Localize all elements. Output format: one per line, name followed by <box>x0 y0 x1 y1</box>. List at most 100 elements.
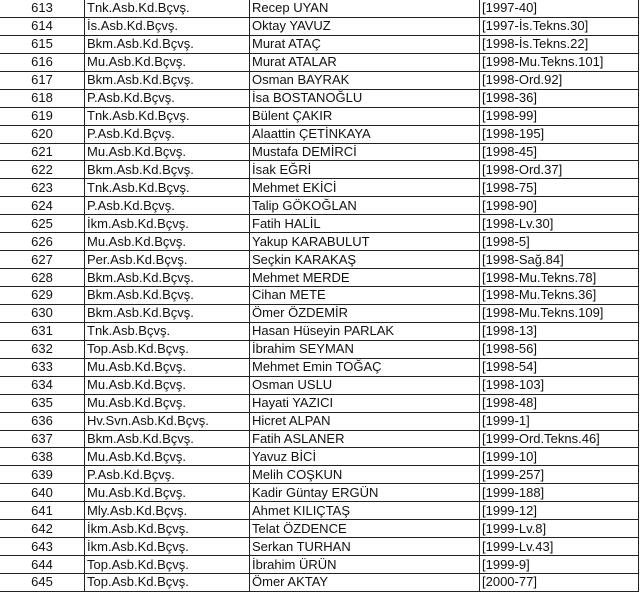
row-number-cell: 623 <box>0 178 85 198</box>
table-row: 614 İs.Asb.Kd.Bçvş. Oktay YAVUZ [1997-İs.Te… <box>0 16 639 36</box>
table-row: 615 Bkm.Asb.Kd.Bçvş. Murat ATAÇ [1998-İs.Te… <box>0 34 639 54</box>
table-row: 640 Mu.Asb.Kd.Bçvş. Kadir Güntay ERGÜN [199… <box>0 483 639 503</box>
full-name-cell: Osman USLU <box>249 375 480 395</box>
table-row: 621 Mu.Asb.Kd.Bçvş. Mustafa DEMİRCİ [1998-4… <box>0 142 639 162</box>
rank-cell: Mu.Asb.Kd.Bçvş. <box>84 142 250 162</box>
rank-cell: Mu.Asb.Kd.Bçvş. <box>84 52 250 72</box>
table-row: 634 Mu.Asb.Kd.Bçvş. Osman USLU [1998-103] <box>0 375 639 395</box>
rank-cell: Bkm.Asb.Kd.Bçvş. <box>84 429 250 449</box>
table-row: 626 Mu.Asb.Kd.Bçvş. Yakup KARABULUT [1998-5… <box>0 232 639 252</box>
row-number-cell: 642 <box>0 519 85 539</box>
table-row: 618 P.Asb.Kd.Bçvş. İsa BOSTANOĞLU [1998-36] <box>0 88 639 108</box>
class-code-cell: [1999-Lv.8] <box>479 519 639 539</box>
class-code-cell: [1998-Mu.Tekns.101] <box>479 52 639 72</box>
full-name-cell: Recep UYAN <box>249 0 480 18</box>
table-row: 622 Bkm.Asb.Kd.Bçvş. İsak EĞRİ [1998-Ord.37… <box>0 160 639 180</box>
rank-cell: Mu.Asb.Kd.Bçvş. <box>84 357 250 377</box>
rank-cell: İkm.Asb.Kd.Bçvş. <box>84 214 250 234</box>
row-number-cell: 644 <box>0 555 85 574</box>
class-code-cell: [1998-Ord.92] <box>479 70 639 90</box>
full-name-cell: Telat ÖZDENCE <box>249 519 480 539</box>
full-name-cell: İsa BOSTANOĞLU <box>249 88 480 108</box>
row-number-cell: 637 <box>0 429 85 449</box>
row-number-cell: 631 <box>0 321 85 341</box>
full-name-cell: Ömer AKTAY <box>249 573 480 592</box>
table-row: 635 Mu.Asb.Kd.Bçvş. Hayati YAZICI [1998-48] <box>0 393 639 413</box>
rank-cell: İkm.Asb.Kd.Bçvş. <box>84 519 250 539</box>
full-name-cell: Mehmet MERDE <box>249 268 480 287</box>
row-number-cell: 627 <box>0 250 85 270</box>
row-number-cell: 619 <box>0 106 85 126</box>
rank-cell: Top.Asb.Kd.Bçvş. <box>84 339 250 359</box>
class-code-cell: [1999-12] <box>479 501 639 521</box>
rank-cell: Hv.Svn.Asb.Kd.Bçvş. <box>84 411 250 431</box>
full-name-cell: Mehmet EKİCİ <box>249 178 480 198</box>
row-number-cell: 614 <box>0 16 85 36</box>
full-name-cell: Yakup KARABULUT <box>249 232 480 252</box>
full-name-cell: Cihan METE <box>249 286 480 305</box>
full-name-cell: İbrahim ÜRÜN <box>249 555 480 574</box>
table-row: 629 Bkm.Asb.Kd.Bçvş. Cihan METE [1998-Mu.Te… <box>0 286 639 305</box>
rank-cell: Per.Asb.Kd.Bçvş. <box>84 250 250 270</box>
class-code-cell: [1999-188] <box>479 483 639 503</box>
table-row: 625 İkm.Asb.Kd.Bçvş. Fatih HALİL [1998-Lv.3… <box>0 214 639 234</box>
row-number-cell: 613 <box>0 0 85 18</box>
class-code-cell: [1998-Mu.Tekns.78] <box>479 268 639 287</box>
full-name-cell: Kadir Güntay ERGÜN <box>249 483 480 503</box>
table-row: 638 Mu.Asb.Kd.Bçvş. Yavuz BİCİ [1999-10] <box>0 447 639 467</box>
full-name-cell: Yavuz BİCİ <box>249 447 480 467</box>
rank-cell: Top.Asb.Kd.Bçvş. <box>84 573 250 592</box>
rank-cell: Bkm.Asb.Kd.Bçvş. <box>84 34 250 54</box>
class-code-cell: [1998-75] <box>479 178 639 198</box>
class-code-cell: [1999-257] <box>479 465 639 485</box>
full-name-cell: Mehmet Emin TOĞAÇ <box>249 357 480 377</box>
rank-cell: P.Asb.Kd.Bçvş. <box>84 124 250 144</box>
rank-cell: Tnk.Asb.Kd.Bçvş. <box>84 178 250 198</box>
row-number-cell: 640 <box>0 483 85 503</box>
full-name-cell: Hasan Hüseyin PARLAK <box>249 321 480 341</box>
class-code-cell: [1998-54] <box>479 357 639 377</box>
full-name-cell: Talip GÖKOĞLAN <box>249 196 480 216</box>
table-row: 617 Bkm.Asb.Kd.Bçvş. Osman BAYRAK [1998-Ord… <box>0 70 639 90</box>
class-code-cell: [1998-İs.Tekns.22] <box>479 34 639 54</box>
table-row: 613 Tnk.Asb.Kd.Bçvş. Recep UYAN [1997-40] <box>0 0 639 18</box>
row-number-cell: 636 <box>0 411 85 431</box>
rank-cell: Top.Asb.Kd.Bçvş. <box>84 555 250 574</box>
row-number-cell: 628 <box>0 268 85 287</box>
table-row: 624 P.Asb.Kd.Bçvş. Talip GÖKOĞLAN [1998-90] <box>0 196 639 216</box>
rank-cell: Mly.Asb.Kd.Bçvş. <box>84 501 250 521</box>
class-code-cell: [1997-40] <box>479 0 639 18</box>
table-row: 639 P.Asb.Kd.Bçvş. Melih COŞKUN [1999-257] <box>0 465 639 485</box>
table-row: 628 Bkm.Asb.Kd.Bçvş. Mehmet MERDE [1998-Mu.… <box>0 268 639 287</box>
table-row: 632 Top.Asb.Kd.Bçvş. İbrahim SEYMAN [1998-5… <box>0 339 639 359</box>
full-name-cell: Hicret ALPAN <box>249 411 480 431</box>
class-code-cell: [1999-1] <box>479 411 639 431</box>
class-code-cell: [1998-13] <box>479 321 639 341</box>
table-row: 637 Bkm.Asb.Kd.Bçvş. Fatih ASLANER [1999-Or… <box>0 429 639 449</box>
table-row: 616 Mu.Asb.Kd.Bçvş. Murat ATALAR [1998-Mu.T… <box>0 52 639 72</box>
class-code-cell: [1998-103] <box>479 375 639 395</box>
full-name-cell: İsak EĞRİ <box>249 160 480 180</box>
table-row: 641 Mly.Asb.Kd.Bçvş. Ahmet KILIÇTAŞ [1999-1… <box>0 501 639 521</box>
rank-cell: P.Asb.Kd.Bçvş. <box>84 465 250 485</box>
class-code-cell: [1998-5] <box>479 232 639 252</box>
row-number-cell: 633 <box>0 357 85 377</box>
class-code-cell: [1998-45] <box>479 142 639 162</box>
table-row: 643 İkm.Asb.Kd.Bçvş. Serkan TURHAN [1999-Lv… <box>0 537 639 557</box>
table-row: 619 Tnk.Asb.Kd.Bçvş. Bülent ÇAKIR [1998-99] <box>0 106 639 126</box>
table-row: 631 Tnk.Asb.Bçvş. Hasan Hüseyin PARLAK [199… <box>0 321 639 341</box>
rank-cell: İs.Asb.Kd.Bçvş. <box>84 16 250 36</box>
class-code-cell: [1998-48] <box>479 393 639 413</box>
row-number-cell: 639 <box>0 465 85 485</box>
full-name-cell: Ömer ÖZDEMİR <box>249 303 480 323</box>
full-name-cell: Oktay YAVUZ <box>249 16 480 36</box>
full-name-cell: Osman BAYRAK <box>249 70 480 90</box>
rank-cell: Mu.Asb.Kd.Bçvş. <box>84 232 250 252</box>
table-row: 644 Top.Asb.Kd.Bçvş. İbrahim ÜRÜN [1999-9] <box>0 555 639 574</box>
row-number-cell: 629 <box>0 286 85 305</box>
full-name-cell: Alaattin ÇETİNKAYA <box>249 124 480 144</box>
row-number-cell: 621 <box>0 142 85 162</box>
rank-cell: Bkm.Asb.Kd.Bçvş. <box>84 303 250 323</box>
class-code-cell: [1998-Ord.37] <box>479 160 639 180</box>
